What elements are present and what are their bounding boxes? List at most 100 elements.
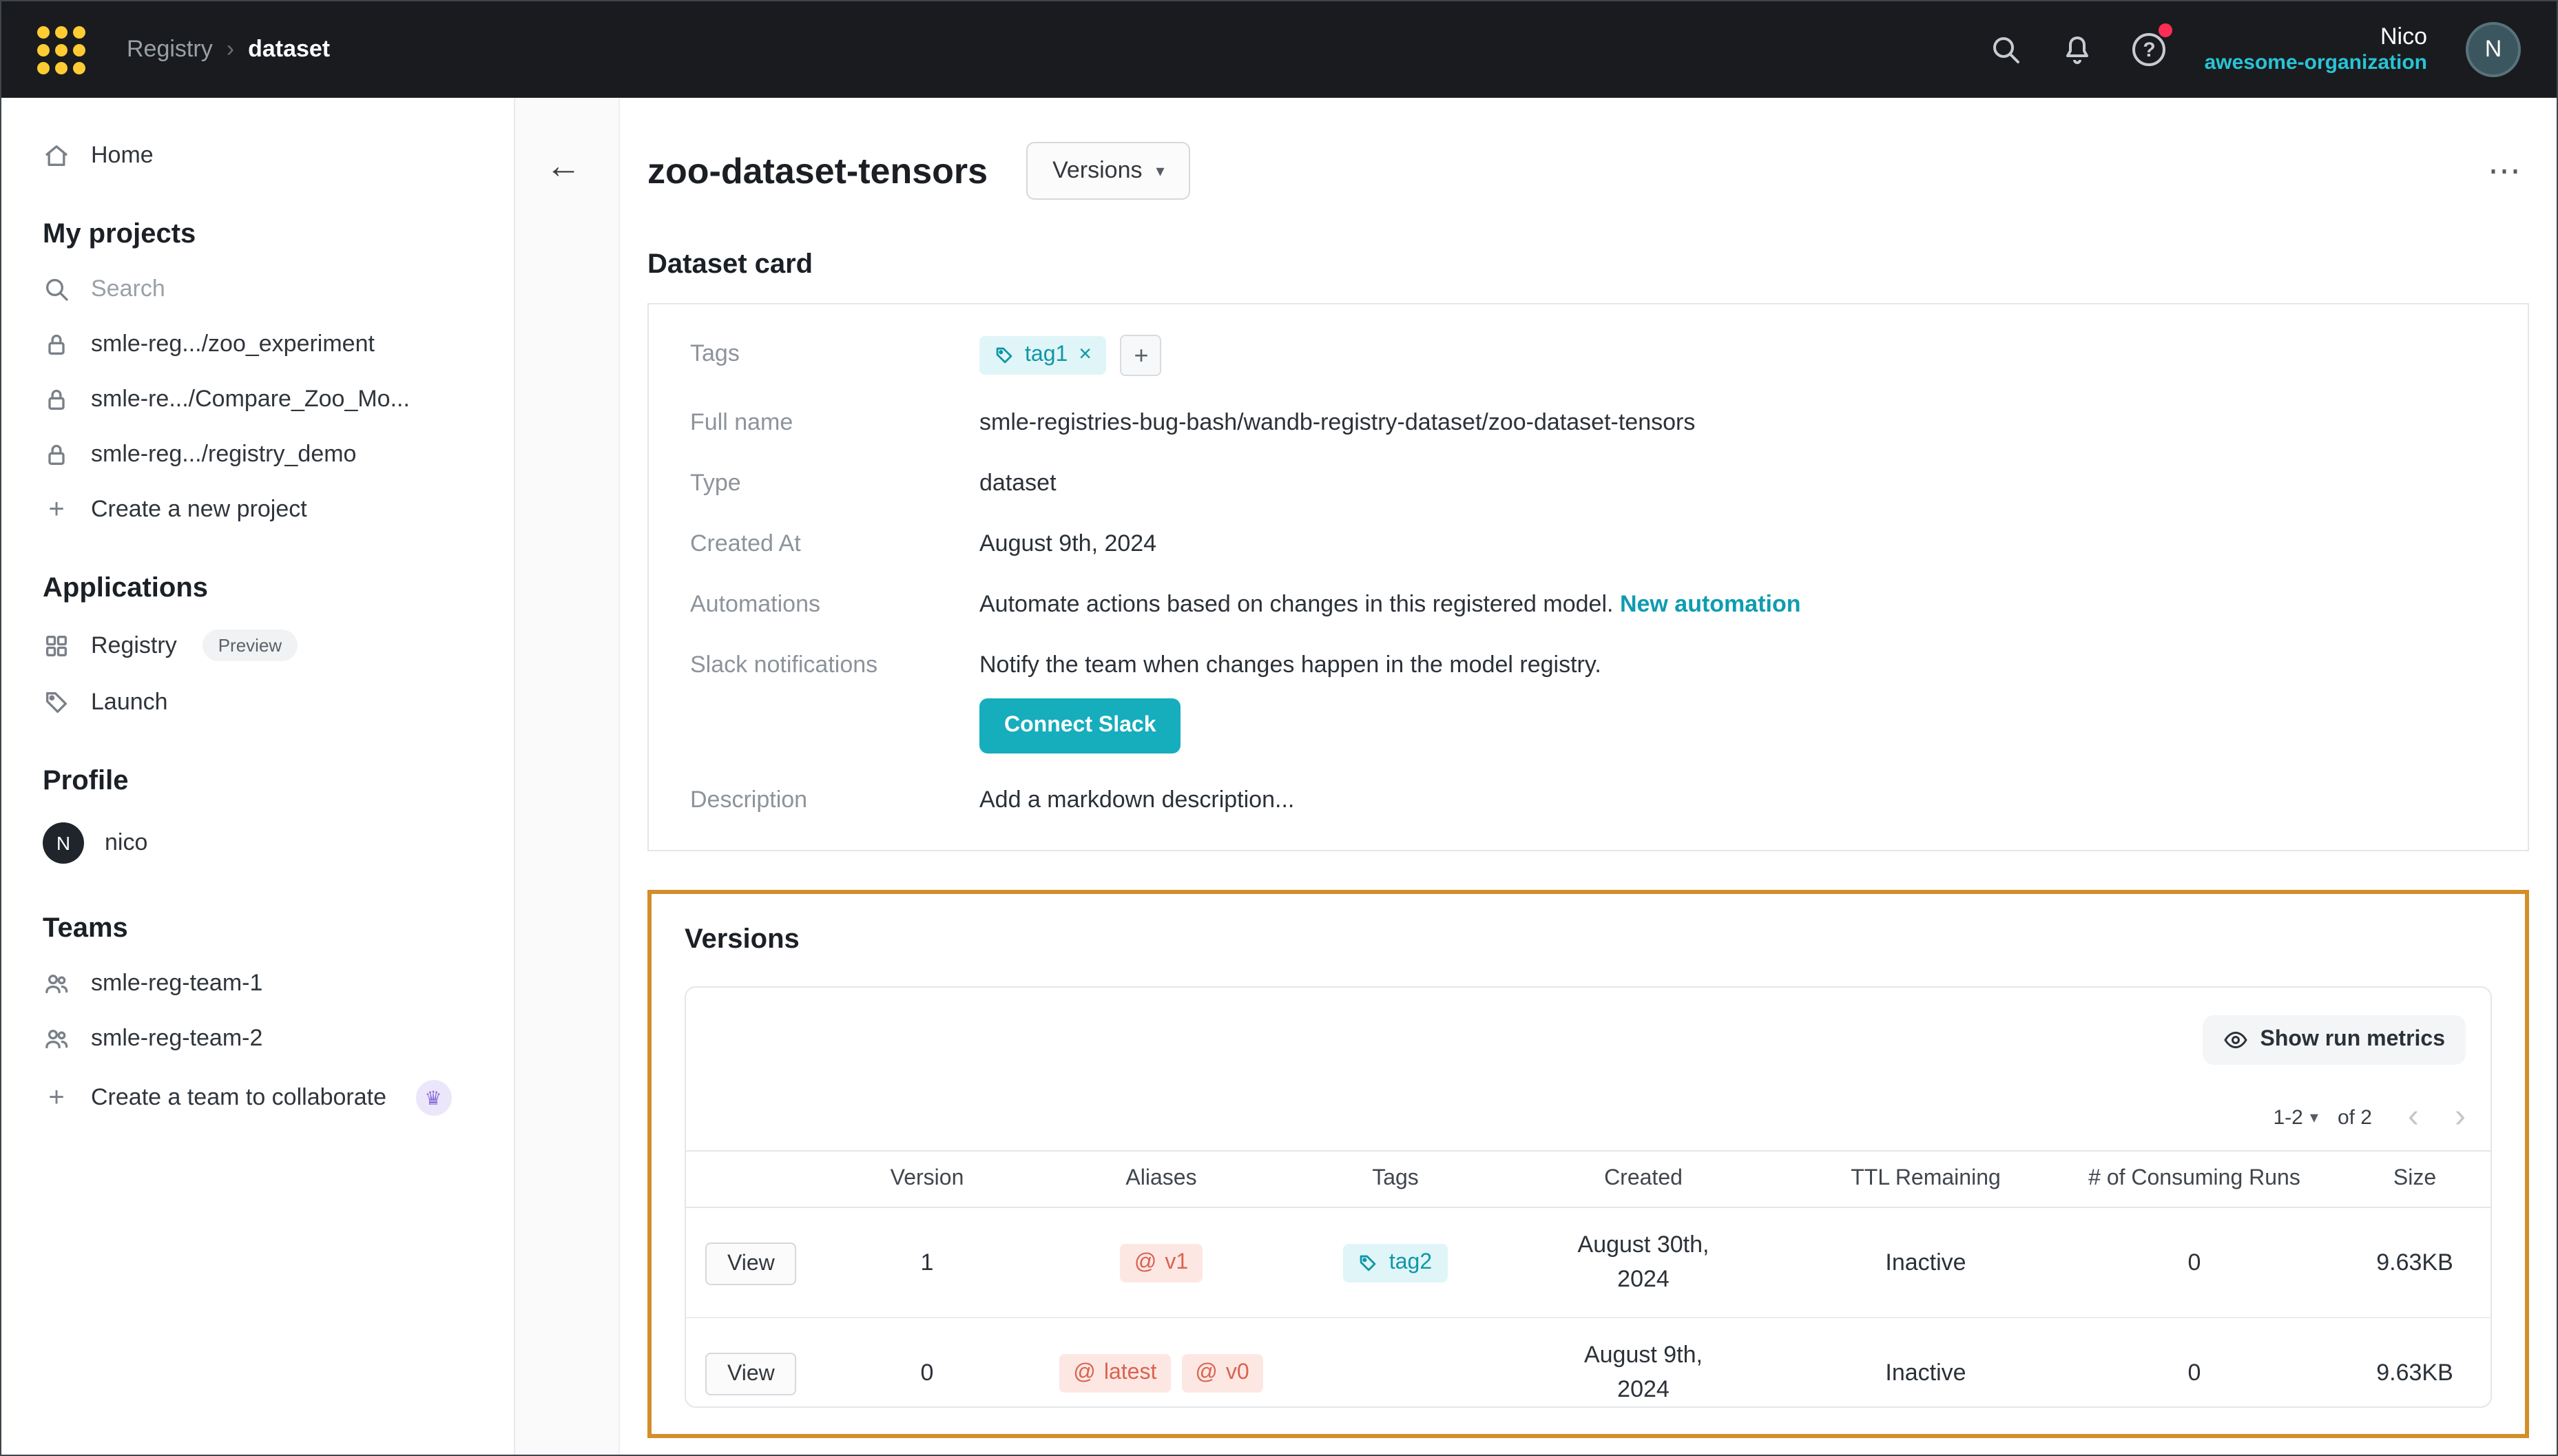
sidebar-item-home[interactable]: Home [1, 128, 514, 183]
versions-panel: Show run metrics 1-2 ▾ of 2 ‹ › [685, 986, 2492, 1408]
size-value: 9.63KB [2376, 1249, 2453, 1275]
field-label: Tags [690, 340, 740, 366]
versions-dropdown[interactable]: Versions ▾ [1026, 142, 1191, 200]
search-icon[interactable] [1990, 33, 2023, 66]
versions-heading: Versions [685, 924, 800, 955]
plus-icon: + [48, 1083, 65, 1113]
page-title: zoo-dataset-tensors [647, 149, 988, 191]
tag-icon [996, 347, 1012, 364]
back-button[interactable]: ← [545, 145, 581, 186]
breadcrumb-registry[interactable]: Registry [127, 36, 213, 62]
new-automation-link[interactable]: New automation [1619, 591, 1801, 617]
close-icon[interactable]: × [1079, 343, 1092, 366]
ttl-value: Inactive [1885, 1359, 1966, 1385]
sidebar-search-label: Search [91, 275, 165, 302]
page-total: of 2 [2337, 1105, 2372, 1129]
user-name: Nico [2380, 23, 2427, 50]
alias-pill: @ v0 [1181, 1353, 1263, 1392]
sidebar-create-team[interactable]: + Create a team to collaborate ♛ [1, 1066, 514, 1130]
plus-icon: + [48, 495, 65, 525]
home-icon [43, 142, 70, 169]
version-value: 1 [920, 1249, 934, 1275]
view-button[interactable]: View [705, 1242, 797, 1285]
user-org-link[interactable]: awesome-organization [2204, 51, 2427, 75]
at-symbol: @ [1073, 1360, 1096, 1384]
sidebar-item-registry[interactable]: Registry Preview [1, 616, 514, 675]
prev-page-button[interactable]: ‹ [2408, 1098, 2419, 1135]
overflow-menu-button[interactable]: ⋯ [2488, 152, 2521, 189]
connect-slack-button[interactable]: Connect Slack [979, 698, 1181, 753]
help-icon[interactable]: ? [2132, 23, 2173, 66]
chevron-down-icon: ▾ [2309, 1107, 2318, 1127]
col-size: Size [2393, 1167, 2437, 1190]
at-symbol: @ [1134, 1250, 1157, 1273]
sidebar-item-project[interactable]: smle-reg.../zoo_experiment [1, 317, 514, 372]
col-ttl: TTL Remaining [1851, 1167, 2001, 1190]
sidebar-item-project[interactable]: smle-reg.../registry_demo [1, 427, 514, 482]
consuming-runs-value: 0 [2187, 1359, 2201, 1385]
sidebar-item-profile-nico[interactable]: N nico [1, 809, 514, 877]
col-aliases: Aliases [1125, 1167, 1197, 1190]
tag-pill: tag2 [1343, 1243, 1448, 1282]
team-label: smle-reg-team-2 [91, 1025, 263, 1051]
automations-text: Automate actions based on changes in thi… [979, 591, 1614, 617]
navbar-right: ? Nico awesome-organization N [1990, 22, 2521, 77]
field-label: Slack notifications [690, 652, 878, 678]
col-version: Version [890, 1167, 964, 1190]
dataset-card-heading: Dataset card [647, 249, 813, 280]
project-label: smle-re.../Compare_Zoo_Mo... [91, 386, 410, 412]
sidebar-item-team[interactable]: smle-reg-team-2 [1, 1011, 514, 1066]
field-label: Automations [690, 591, 820, 617]
slack-text: Notify the team when changes happen in t… [979, 652, 1601, 678]
field-description: Description Add a markdown description..… [649, 767, 2528, 828]
registry-label: Registry [91, 632, 177, 658]
page-range-dropdown[interactable]: 1-2 ▾ [2273, 1105, 2318, 1129]
add-tag-button[interactable]: + [1120, 335, 1162, 376]
user-menu[interactable]: Nico awesome-organization [2205, 22, 2427, 77]
col-consuming-runs: # of Consuming Runs [2088, 1167, 2300, 1190]
sidebar-create-project[interactable]: + Create a new project [1, 482, 514, 537]
field-label: Full name [690, 409, 793, 435]
notification-dot [2159, 23, 2173, 37]
pagination: 1-2 ▾ of 2 ‹ › [686, 1065, 2491, 1150]
launch-label: Launch [91, 689, 168, 715]
size-value: 9.63KB [2376, 1359, 2453, 1385]
consuming-runs-value: 0 [2187, 1249, 2201, 1275]
project-label: smle-reg.../registry_demo [91, 441, 357, 467]
tag-icon [1360, 1254, 1377, 1271]
bell-icon[interactable] [2061, 33, 2094, 66]
field-label: Created At [690, 530, 801, 557]
sidebar-item-team[interactable]: smle-reg-team-1 [1, 956, 514, 1011]
sidebar-heading-projects: My projects [43, 219, 196, 249]
chevron-down-icon: ▾ [1156, 161, 1165, 180]
sidebar-item-launch[interactable]: Launch [1, 675, 514, 730]
type-value: dataset [979, 470, 1057, 496]
description-placeholder[interactable]: Add a markdown description... [979, 787, 1295, 813]
table-row: View 0 @ latest @ v0 [686, 1318, 2491, 1406]
versions-toolbar: Show run metrics [686, 988, 2491, 1065]
created-at-value: August 9th, 2024 [979, 530, 1157, 557]
created-value: August 30th, 2024 [1577, 1231, 1709, 1291]
field-label: Type [690, 470, 741, 496]
show-run-metrics-button[interactable]: Show run metrics [2202, 1015, 2466, 1065]
ttl-value: Inactive [1885, 1249, 1966, 1275]
people-icon [43, 970, 70, 997]
sidebar-project-search[interactable]: Search [1, 262, 514, 317]
sidebar-item-project[interactable]: smle-re.../Compare_Zoo_Mo... [1, 372, 514, 427]
crown-icon: ♛ [415, 1080, 452, 1116]
eye-icon [2223, 1031, 2247, 1049]
full-name-value: smle-registries-bug-bash/wandb-registry-… [979, 409, 1696, 435]
avatar: N [43, 822, 84, 864]
next-page-button[interactable]: › [2455, 1098, 2466, 1135]
sidebar-item-label: Home [91, 142, 154, 168]
alias-pill: @ latest [1059, 1353, 1171, 1392]
lock-icon [43, 331, 70, 358]
sidebar-heading-profile: Profile [43, 766, 129, 796]
profile-user-label: nico [105, 829, 148, 855]
breadcrumb-separator: › [226, 36, 235, 62]
view-button[interactable]: View [705, 1352, 797, 1395]
avatar[interactable]: N [2466, 22, 2521, 77]
wandb-logo[interactable] [37, 25, 85, 74]
registry-icon [43, 632, 70, 659]
